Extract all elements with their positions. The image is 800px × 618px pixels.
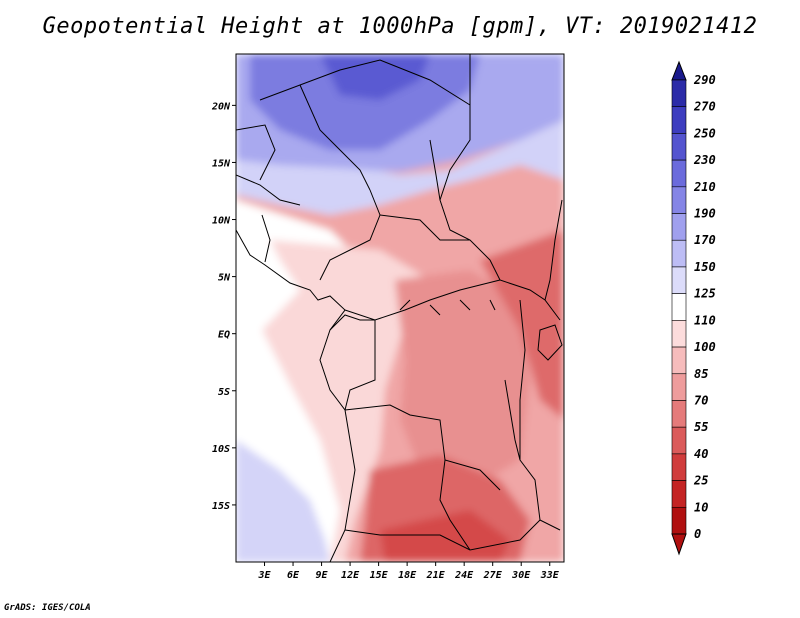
colorbar-level-label: 150 [694,260,716,274]
border-lake-victoria [537,324,563,361]
lon-tick-label: 33E [540,570,560,581]
border-central-2 [379,214,470,241]
lat-tick-label: 10S [212,444,230,455]
colorbar-top-arrow [671,60,687,81]
lat-tick-label: 15N [212,158,231,169]
north-blue-high-region [250,54,480,150]
lon-tick-label: 30E [511,570,531,581]
colorbar-swatch [671,453,687,481]
colorbar-level-label: 85 [694,367,708,381]
border-zambia [439,459,471,551]
colorbar-swatch [671,506,687,535]
colorbar-swatch [671,159,687,188]
grads-credit: GrADS: IGES/COLA [4,603,91,613]
border-sahel [236,124,276,181]
colorbar-level-label: 110 [694,313,716,327]
colorbar-swatch [671,373,687,401]
lon-tick-label: 9E [316,570,329,581]
colorbar-swatch [671,320,687,348]
border-east-2 [544,199,563,301]
longitude-axis: 3E 6E 9E 12E 15E 18E 21E 24E 27E 30E 33E [257,562,560,581]
border-sahel-3 [236,174,301,206]
lon-tick-label: 6E [287,570,300,581]
border-lake-tanganyika [504,379,521,461]
colorbar-level-label: 100 [694,340,716,354]
colorbar-swatch [671,400,687,428]
lon-tick-label: 15E [370,570,389,581]
coastal-light-red-region [262,240,430,562]
border-north-2 [299,84,371,191]
colorbar-swatch [671,266,687,294]
colorbar-level-label: 10 [694,500,708,514]
lat-tick-label: 5N [218,273,231,284]
border-rivers [399,299,496,316]
border-east [519,299,541,521]
colorbar-swatch [671,426,687,455]
colorbar-level-label: 55 [694,420,708,434]
colorbar-bottom-arrow [671,533,687,556]
height-field [236,54,564,562]
colorbar-swatch [671,293,687,321]
colorbar-level-label: 40 [694,447,708,461]
lat-tick-label: 20N [211,101,231,112]
country-borders [236,54,563,562]
lat-tick-label: 15S [212,501,230,512]
chart-title: Geopotential Height at 1000hPa [gpm], VT… [42,14,758,39]
colorbar-swatch [671,186,687,214]
border-central-3 [344,279,501,321]
lat-tick-label: EQ [218,330,230,341]
lon-tick-label: 27E [483,570,503,581]
lon-tick-label: 3E [257,570,271,581]
congo-basin-red-region [395,270,530,490]
colorbar-level-label: 125 [694,287,716,301]
colorbar-level-label: 250 [693,126,716,140]
border-central-1 [319,189,381,281]
lon-tick-label: 24E [454,570,474,581]
latitude-axis: 20N 15N 10N 5N EQ 5S 10S 15S [211,101,236,512]
colorbar-swatch [671,133,687,161]
colorbar-swatch [671,106,687,134]
southwest-blue-region [236,440,330,562]
colorbar-level-label: 270 [693,100,716,114]
colorbar-swatch [671,79,687,108]
lat-tick-label: 5S [218,387,230,398]
light-blue-band-region [236,120,564,215]
colorbar-swatch [671,480,687,508]
lon-tick-label: 18E [398,570,417,581]
border-gabon-congo [329,314,376,411]
colorbar-level-label: 230 [693,153,716,167]
colorbar-level-label: 70 [694,393,708,407]
colorbar-level-label: 0 [694,527,701,541]
border-n-chad [429,139,441,201]
colorbar: 2902702502302101901701501251101008570554… [671,60,716,556]
colorbar-level-label: 190 [694,207,716,221]
colorbar-swatch [671,239,687,268]
west-coastline [236,229,356,562]
colorbar-level-label: 290 [693,73,716,87]
lat-tick-label: 10N [212,216,231,227]
colorbar-level-label: 170 [694,233,716,247]
border-drc-angola [344,404,501,491]
colorbar-swatch [671,213,687,241]
lon-tick-label: 21E [426,570,446,581]
map-frame [235,53,565,563]
colorbar-level-label: 210 [693,180,716,194]
colorbar-swatch [671,346,687,375]
colorbar-level-label: 25 [693,474,708,488]
lon-tick-label: 12E [341,570,360,581]
north-blue-core-region [320,54,430,100]
border-sahel-2 [261,214,271,263]
